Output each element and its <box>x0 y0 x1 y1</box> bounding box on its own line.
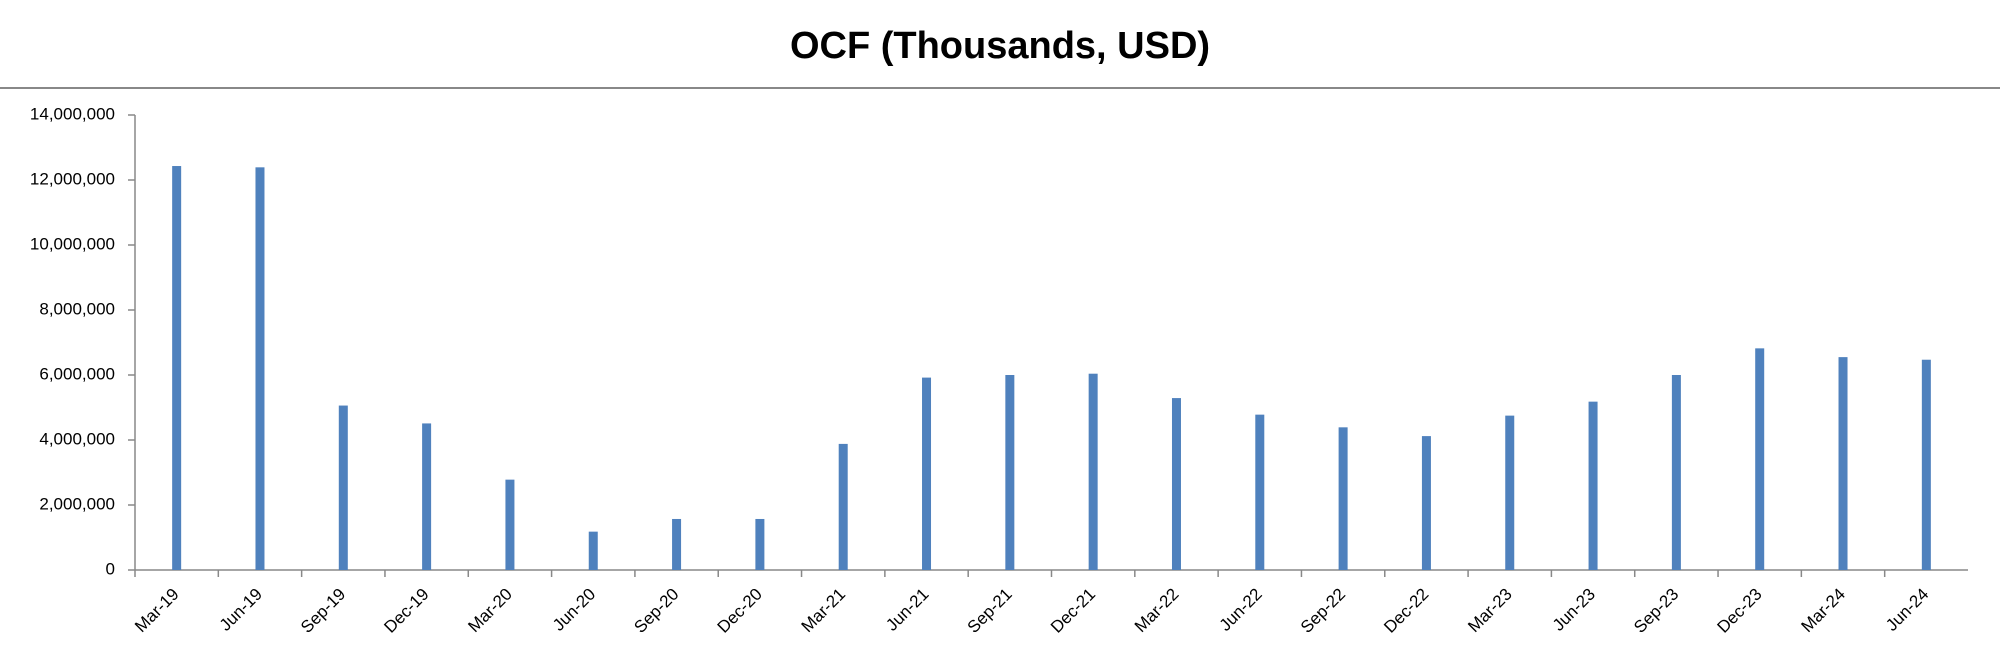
bar <box>1338 427 1348 570</box>
chart-title: OCF (Thousands, USD) <box>790 25 1210 67</box>
y-tick-label: 14,000,000 <box>30 104 115 123</box>
x-tick-label: Dec-20 <box>714 585 766 637</box>
x-tick-label: Jun-20 <box>549 585 599 635</box>
x-tick-label: Mar-19 <box>131 585 183 637</box>
bar <box>672 518 682 570</box>
y-tick-label: 0 <box>106 559 115 578</box>
bar <box>338 405 348 570</box>
x-tick-label: Mar-24 <box>1798 585 1850 637</box>
x-tick-label: Dec-21 <box>1047 585 1099 637</box>
y-tick-label: 8,000,000 <box>39 299 115 318</box>
x-tick-label: Mar-23 <box>1464 585 1516 637</box>
x-tick-label: Jun-21 <box>882 585 932 635</box>
x-tick-label: Sep-19 <box>297 585 349 637</box>
bar <box>255 167 265 570</box>
x-tick-label: Jun-24 <box>1882 585 1932 635</box>
bar <box>505 479 515 570</box>
x-tick-label: Mar-20 <box>464 585 516 637</box>
x-tick-label: Sep-20 <box>630 585 682 637</box>
bar <box>755 518 765 570</box>
x-tick-label: Dec-19 <box>380 585 432 637</box>
bar <box>1005 375 1015 570</box>
x-tick-label: Dec-23 <box>1714 585 1766 637</box>
bar <box>588 531 598 570</box>
bar <box>1171 398 1181 570</box>
bar <box>1921 359 1931 570</box>
bar <box>1588 401 1598 570</box>
x-tick-label: Sep-21 <box>964 585 1016 637</box>
bar <box>1088 373 1098 570</box>
x-tick-label: Sep-22 <box>1297 585 1349 637</box>
y-tick-label: 2,000,000 <box>39 494 115 513</box>
bar <box>922 377 932 570</box>
y-tick-label: 6,000,000 <box>39 364 115 383</box>
x-tick-label: Sep-23 <box>1630 585 1682 637</box>
bar <box>1671 375 1681 570</box>
x-tick-label: Dec-22 <box>1380 585 1432 637</box>
bar <box>1838 357 1848 570</box>
bar <box>422 423 432 570</box>
x-tick-label: Jun-22 <box>1216 585 1266 635</box>
bar <box>1255 414 1265 570</box>
y-tick-label: 12,000,000 <box>30 169 115 188</box>
x-tick-label: Jun-19 <box>216 585 266 635</box>
bar <box>172 166 182 570</box>
y-tick-label: 10,000,000 <box>30 234 115 253</box>
bar <box>1505 415 1515 570</box>
bar <box>1421 436 1431 570</box>
x-tick-label: Mar-22 <box>1131 585 1183 637</box>
y-tick-label: 4,000,000 <box>39 429 115 448</box>
bar <box>1755 348 1765 570</box>
x-tick-label: Jun-23 <box>1549 585 1599 635</box>
x-tick-label: Mar-21 <box>798 585 850 637</box>
bar <box>838 443 848 570</box>
